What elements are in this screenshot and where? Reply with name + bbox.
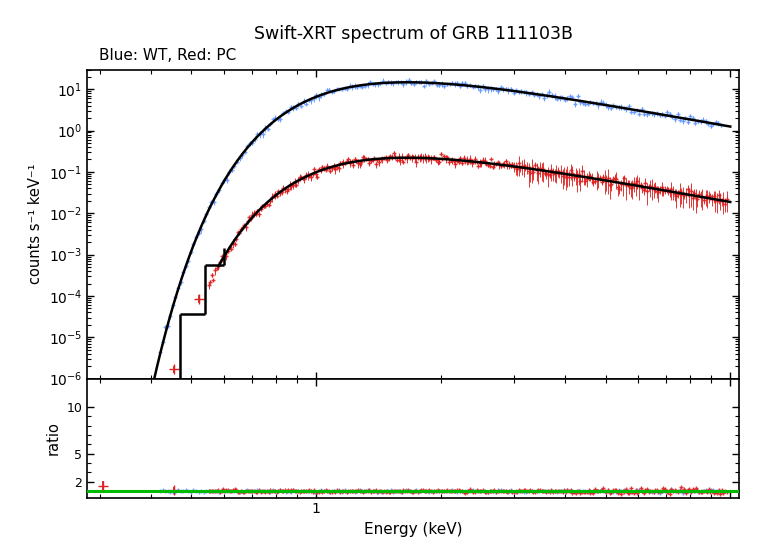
Text: Swift-XRT spectrum of GRB 111103B: Swift-XRT spectrum of GRB 111103B	[254, 25, 572, 43]
Y-axis label: counts s⁻¹ keV⁻¹: counts s⁻¹ keV⁻¹	[28, 164, 43, 284]
Y-axis label: ratio: ratio	[46, 421, 61, 455]
Text: Blue: WT, Red: PC: Blue: WT, Red: PC	[99, 48, 236, 63]
X-axis label: Energy (keV): Energy (keV)	[364, 522, 462, 537]
